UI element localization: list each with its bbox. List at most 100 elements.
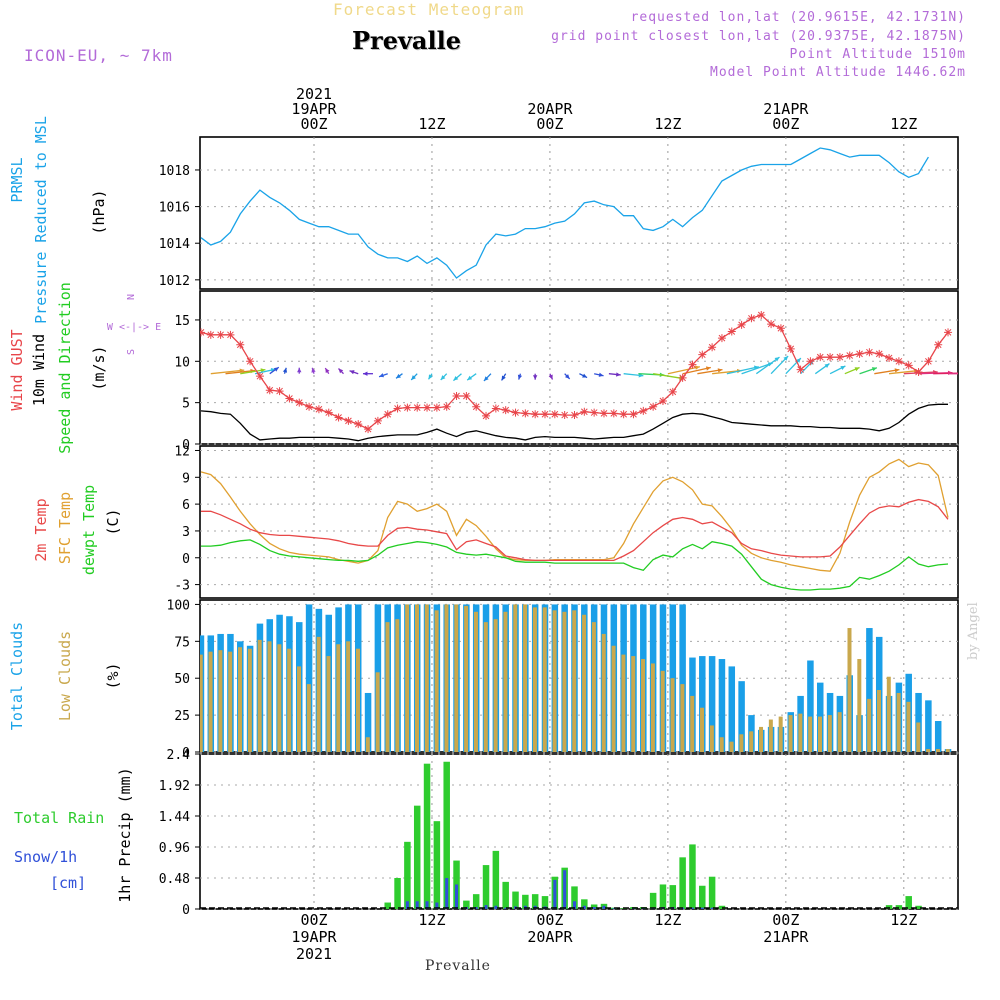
low-cloud-bar [228, 651, 233, 752]
temperature-panel: -3 0 3 6 9 12 [174, 444, 959, 599]
wind-plot-area [200, 310, 958, 442]
compass-north: N [126, 294, 137, 300]
celsius-unit-label: (C) [104, 508, 122, 535]
total-cloud-bar [866, 628, 873, 752]
compass-south: S [126, 349, 137, 355]
requested-coordinates: requested lon,lat (20.9615E, 42.1731N) [630, 10, 966, 25]
clouds-ytick-label: 25 [174, 709, 190, 724]
low-cloud-bar [238, 647, 243, 752]
low-cloud-bar [395, 619, 400, 752]
low-cloud-bar [601, 633, 606, 752]
gust-marker [413, 403, 422, 412]
rain-bar [482, 865, 490, 909]
gust-marker [698, 350, 707, 359]
total-rain-label: Total Rain [14, 809, 104, 827]
rain-bar [541, 896, 549, 909]
snow-bar [710, 907, 714, 909]
low-cloud-bar [817, 716, 822, 752]
low-cloud-bar [680, 684, 685, 752]
wind-arrow-head [616, 372, 621, 377]
temperature-frame [199, 445, 959, 599]
low-cloud-bar [611, 645, 616, 752]
wind-arrow [682, 366, 711, 375]
pressure-plot-area [200, 147, 929, 279]
low-cloud-bar [631, 656, 636, 752]
gust-marker [226, 330, 235, 339]
gust-marker [904, 361, 913, 370]
top-time-label: 20APR [527, 100, 573, 118]
gust-marker [295, 398, 304, 407]
snow-bar [563, 870, 567, 909]
snow-bar [425, 901, 429, 909]
snow-bar [504, 907, 508, 909]
precip-ytick-label: 2.4 [167, 748, 191, 763]
wind-arrow-head [705, 366, 711, 371]
low-cloud-bar [945, 749, 950, 752]
low-cloud-bar [336, 644, 341, 752]
low-cloud-bar [277, 644, 282, 752]
low-cloud-bar [837, 712, 842, 752]
wind-arrow-head [894, 368, 900, 373]
wind-arrow [741, 362, 773, 375]
product-title: Forecast Meteogram [333, 0, 525, 19]
wind-arrow-head [694, 365, 700, 370]
low-cloud-bar [297, 666, 302, 752]
low-cloud-bar [660, 670, 665, 752]
gust-marker [717, 334, 726, 343]
gust-marker [452, 392, 461, 401]
wind-arrow-head [501, 375, 506, 381]
wind-arrow-head [396, 373, 401, 379]
rain-bar [915, 905, 922, 909]
low-cloud-bar [562, 611, 567, 752]
clouds-panel: 0 25 50 75 100 [167, 598, 959, 761]
temperature-ytick-label: -3 [174, 579, 190, 594]
compass-west-east: W <-|-> E [107, 322, 161, 333]
snow-bar [484, 905, 488, 909]
low-cloud-bar [200, 654, 203, 752]
low-cloud-bar [464, 605, 469, 752]
low-cloud-bar [739, 734, 744, 752]
rain-bar [423, 763, 431, 909]
gust-marker [599, 409, 608, 418]
wind-arrow-head [379, 373, 385, 378]
low-cloud-bar [749, 731, 754, 752]
gust-marker [885, 353, 894, 362]
wind-arrow-head [871, 367, 877, 372]
rain-bar [669, 885, 677, 909]
rain-bar [394, 878, 401, 909]
wind-arrow-head [273, 367, 279, 372]
clouds-ytick-label: 0 [182, 746, 190, 761]
rain-bar [443, 761, 450, 909]
low-cloud-bar [218, 650, 223, 752]
gust-marker [442, 402, 451, 411]
wind-arrow [667, 366, 700, 375]
snow-bar [415, 901, 419, 909]
wind-arrow-head [453, 376, 459, 381]
total-cloud-bar [728, 666, 736, 752]
bottom-time-label: 12Z [654, 911, 681, 929]
low-cloud-bar [306, 684, 311, 752]
gust-marker [344, 416, 353, 425]
percent-unit-label: (%) [104, 662, 122, 689]
rain-bar [610, 907, 618, 909]
rain-bar [649, 892, 657, 909]
t2m-axis-label: 2m Temp [32, 498, 50, 561]
low-cloud-bar [719, 737, 724, 752]
low-cloud-bar [493, 619, 498, 752]
low-cloud-bar [886, 676, 891, 752]
gust-marker [894, 357, 903, 366]
hpa-unit-label: (hPa) [90, 189, 108, 234]
low-cloud-bar [385, 622, 390, 752]
gust-marker [482, 411, 491, 420]
gust-marker [403, 403, 412, 412]
low-cloud-bar [641, 659, 646, 752]
gust-marker [944, 328, 953, 337]
snow-bar [494, 905, 498, 909]
prmsl-line [200, 147, 929, 279]
gust-marker [364, 425, 373, 434]
wind-arrow [888, 369, 919, 375]
wind-ytick-label: 15 [174, 314, 190, 329]
low-cloud-bar [375, 672, 380, 752]
gust-marker [924, 357, 933, 366]
gust-marker [570, 411, 579, 420]
